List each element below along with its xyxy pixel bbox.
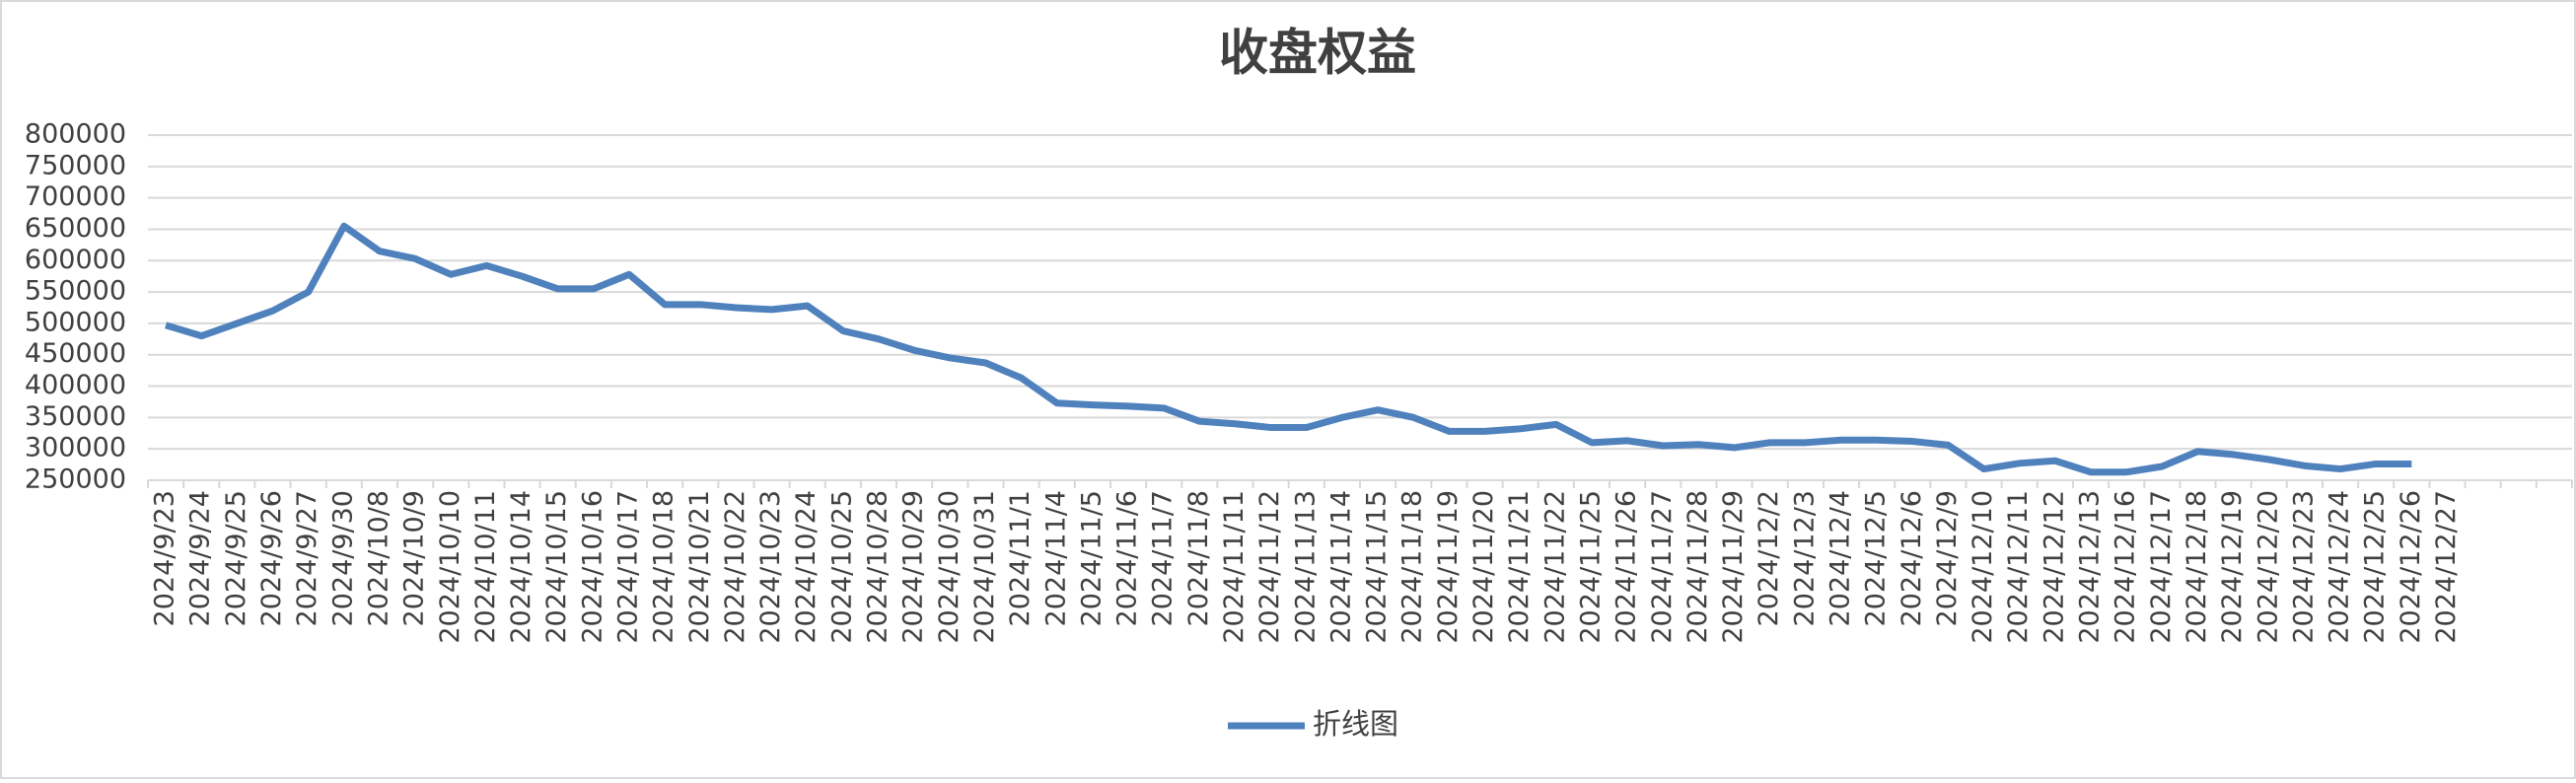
x-tick-label: 2024/10/21	[684, 490, 715, 644]
line-series	[165, 222, 2412, 476]
x-tick-label: 2024/11/13	[1290, 490, 1321, 644]
x-tick-label: 2024/10/25	[826, 490, 857, 644]
x-tick-label: 2024/9/26	[256, 490, 287, 626]
x-tick-label: 2024/10/8	[363, 490, 394, 626]
x-tick-label: 2024/11/7	[1148, 490, 1179, 626]
x-tick-label: 2024/11/25	[1575, 490, 1606, 644]
x-tick-label: 2024/10/9	[399, 490, 430, 626]
y-tick-label: 250000	[25, 464, 126, 495]
x-tick-label: 2024/12/16	[2111, 490, 2141, 644]
y-tick-label: 450000	[25, 338, 126, 369]
x-tick-label: 2024/11/21	[1504, 490, 1535, 644]
x-tick-label: 2024/10/17	[612, 490, 643, 644]
x-tick-label: 2024/11/29	[1718, 490, 1749, 644]
y-tick-label: 400000	[25, 370, 126, 400]
legend-label: 折线图	[1313, 707, 1398, 741]
x-tick-label: 2024/11/27	[1647, 490, 1678, 644]
x-tick-label: 2024/10/29	[898, 490, 929, 644]
x-tick-label: 2024/11/20	[1468, 490, 1499, 644]
x-tick-label: 2024/12/18	[2182, 490, 2212, 644]
x-tick-label: 2024/12/17	[2146, 490, 2177, 644]
x-tick-label: 2024/11/18	[1397, 490, 1428, 644]
x-tick-label: 2024/12/3	[1789, 490, 1820, 626]
x-tick-label: 2024/11/5	[1076, 490, 1107, 626]
x-tick-label: 2024/10/24	[791, 490, 822, 644]
x-tick-label: 2024/11/1	[1005, 490, 1036, 626]
x-tick-label: 2024/9/23	[150, 490, 180, 626]
y-tick-label: 350000	[25, 401, 126, 432]
y-tick-label: 750000	[25, 150, 126, 180]
x-tick-label: 2024/12/4	[1825, 490, 1855, 626]
x-tick-label: 2024/11/11	[1219, 490, 1250, 644]
x-tick-label: 2024/10/31	[969, 490, 1000, 644]
x-tick-label: 2024/10/15	[541, 490, 572, 644]
x-tick-label: 2024/12/11	[2003, 490, 2034, 644]
y-tick-label: 500000	[25, 307, 126, 337]
x-tick-label: 2024/12/24	[2325, 490, 2355, 644]
x-tick-label: 2024/11/6	[1112, 490, 1143, 626]
x-tick-label: 2024/9/25	[221, 490, 251, 626]
x-tick-label: 2024/11/12	[1254, 490, 1285, 644]
x-tick-label: 2024/10/30	[934, 490, 965, 644]
y-tick-label: 800000	[25, 119, 126, 150]
x-tick-label: 2024/12/27	[2431, 490, 2462, 644]
x-tick-label: 2024/12/23	[2288, 490, 2319, 644]
x-tick-label: 2024/10/16	[577, 490, 608, 644]
x-tick-label: 2024/9/30	[327, 490, 358, 626]
x-tick-label: 2024/12/6	[1896, 490, 1927, 626]
x-tick-label: 2024/10/14	[506, 490, 537, 644]
x-tick-label: 2024/12/13	[2075, 490, 2106, 644]
x-tick-label: 2024/10/23	[755, 490, 786, 644]
y-tick-label: 550000	[25, 276, 126, 307]
x-tick-label: 2024/12/2	[1753, 490, 1784, 626]
x-tick-label: 2024/12/10	[1968, 490, 1998, 644]
x-tick-label: 2024/12/12	[2039, 490, 2069, 644]
x-tick-label: 2024/11/8	[1183, 490, 1214, 626]
x-tick-label: 2024/10/18	[649, 490, 680, 644]
x-tick-label: 2024/11/28	[1682, 490, 1713, 644]
x-tick-label: 2024/12/26	[2396, 490, 2426, 644]
x-tick-label: 2024/12/19	[2217, 490, 2248, 644]
x-tick-label: 2024/12/5	[1861, 490, 1892, 626]
x-tick-label: 2024/10/28	[863, 490, 894, 644]
x-tick-label: 2024/11/22	[1539, 490, 1570, 644]
x-tick-label: 2024/10/22	[720, 490, 751, 644]
y-tick-label: 600000	[25, 245, 126, 275]
x-tick-label: 2024/11/26	[1611, 490, 1642, 644]
x-tick-label: 2024/9/27	[292, 490, 322, 626]
x-tick-label: 2024/11/14	[1325, 490, 1356, 644]
y-tick-label: 700000	[25, 181, 126, 212]
x-tick-label: 2024/10/11	[470, 490, 501, 644]
y-tick-label: 650000	[25, 213, 126, 244]
x-tick-label: 2024/11/4	[1040, 490, 1071, 626]
x-tick-label: 2024/12/20	[2253, 490, 2283, 644]
x-tick-label: 2024/12/25	[2360, 490, 2391, 644]
x-tick-label: 2024/11/19	[1433, 490, 1464, 644]
x-tick-label: 2024/11/15	[1362, 490, 1393, 644]
chart-title: 收盘权益	[1219, 25, 1416, 82]
x-tick-label: 2024/12/9	[1932, 490, 1963, 626]
x-tick-label: 2024/9/24	[185, 490, 216, 626]
y-tick-label: 300000	[25, 433, 126, 463]
x-tick-label: 2024/10/10	[435, 490, 465, 644]
